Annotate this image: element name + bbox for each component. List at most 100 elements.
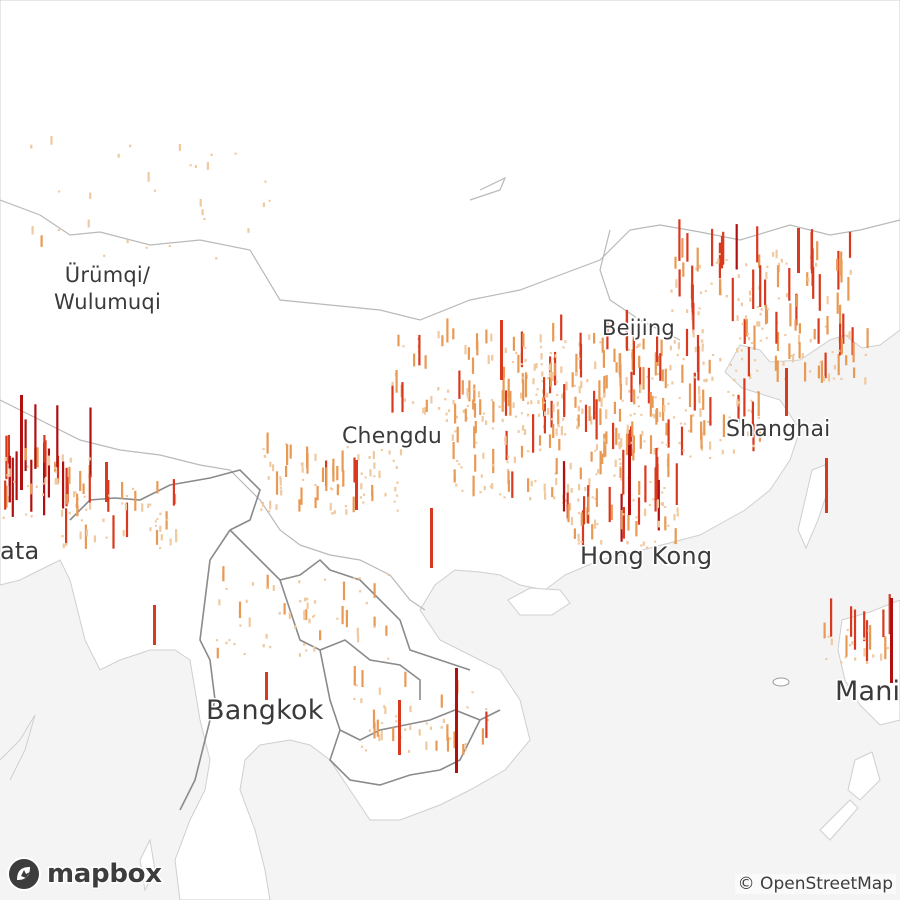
- density-spike: [6, 474, 9, 477]
- density-spike: [357, 454, 360, 461]
- density-spike: [169, 538, 172, 546]
- density-spike: [741, 322, 744, 326]
- density-spike: [268, 510, 271, 513]
- density-spike: [698, 395, 701, 404]
- density-spike: [587, 511, 590, 515]
- density-spike: [640, 544, 643, 547]
- density-spike: [581, 408, 584, 414]
- density-spike: [383, 705, 386, 709]
- density-spike: [368, 456, 371, 459]
- density-spike: [688, 429, 691, 432]
- density-spike: [80, 519, 83, 522]
- density-spike: [79, 470, 82, 491]
- density-spike: [590, 416, 593, 425]
- density-spike: [657, 520, 661, 528]
- density-spike: [391, 381, 394, 386]
- density-spike: [507, 479, 510, 492]
- density-spike: [325, 467, 328, 491]
- density-spike: [698, 264, 701, 269]
- density-spike: [502, 378, 505, 402]
- density-spike: [674, 528, 677, 544]
- density-spike: [642, 338, 645, 350]
- mapbox-logo[interactable]: mapbox: [6, 856, 163, 892]
- density-spike: [453, 731, 456, 749]
- density-spike: [590, 451, 593, 462]
- density-spike: [600, 539, 603, 545]
- density-spike: [263, 454, 266, 458]
- density-spike: [13, 480, 16, 483]
- density-spike: [372, 451, 375, 459]
- density-spike: [159, 512, 162, 516]
- density-spike: [682, 357, 685, 361]
- density-spike: [210, 153, 213, 156]
- density-spike: [562, 417, 565, 421]
- density-spike: [422, 407, 425, 414]
- density-spike: [345, 610, 348, 628]
- density-spike: [423, 407, 427, 415]
- density-spike: [480, 474, 483, 478]
- density-spike: [862, 637, 865, 640]
- density-spike: [700, 431, 703, 449]
- density-spike: [238, 601, 242, 619]
- density-spike: [736, 347, 739, 353]
- density-spike: [460, 466, 463, 469]
- density-spike: [562, 461, 566, 512]
- density-spike: [272, 464, 275, 472]
- density-spike: [564, 340, 567, 344]
- density-spike: [380, 730, 383, 741]
- density-spike: [477, 391, 481, 398]
- density-spike: [385, 625, 388, 636]
- density-spike: [31, 226, 34, 235]
- density-spike: [827, 373, 831, 382]
- density-spike: [866, 328, 869, 348]
- density-spike: [314, 497, 317, 509]
- density-spike: [743, 318, 746, 344]
- density-spike: [54, 478, 57, 485]
- density-spike: [548, 364, 551, 371]
- density-spike: [694, 346, 697, 353]
- density-spike: [739, 337, 742, 340]
- density-spike: [605, 409, 608, 419]
- density-spike: [635, 345, 639, 348]
- density-spike: [61, 535, 64, 538]
- density-spike: [579, 399, 582, 403]
- density-spike: [595, 473, 598, 476]
- density-spike: [454, 430, 457, 433]
- density-spike: [483, 485, 486, 491]
- density-spike: [579, 467, 582, 480]
- density-spike: [506, 461, 509, 464]
- density-spike: [757, 391, 760, 417]
- density-spike: [453, 469, 456, 483]
- density-spike: [298, 653, 301, 657]
- density-spike: [47, 455, 51, 466]
- density-spike: [565, 499, 568, 502]
- density-spike: [522, 425, 525, 431]
- density-spike: [756, 369, 759, 372]
- density-spike: [678, 396, 681, 399]
- density-spike: [329, 487, 332, 490]
- density-spike: [502, 366, 506, 378]
- attribution-link[interactable]: © OpenStreetMap: [734, 874, 896, 894]
- density-spike: [756, 305, 760, 308]
- density-spike: [93, 535, 96, 543]
- density-spike: [449, 737, 452, 740]
- density-spike: [644, 465, 647, 503]
- density-spike: [641, 430, 644, 436]
- density-spike: [830, 598, 833, 637]
- density-spike: [159, 525, 162, 532]
- density-spike: [269, 645, 272, 649]
- density-spike: [552, 404, 555, 413]
- density-spike: [579, 344, 583, 378]
- density-spike: [544, 411, 547, 416]
- density-spike: [656, 499, 659, 508]
- density-spike: [599, 408, 602, 425]
- density-spike: [105, 536, 108, 539]
- density-spike: [303, 643, 306, 646]
- density-spike: [719, 439, 722, 442]
- density-spike: [747, 409, 750, 412]
- density-spike: [788, 343, 791, 359]
- density-spike: [541, 380, 544, 383]
- density-spike: [591, 496, 594, 499]
- density-spike: [816, 241, 819, 261]
